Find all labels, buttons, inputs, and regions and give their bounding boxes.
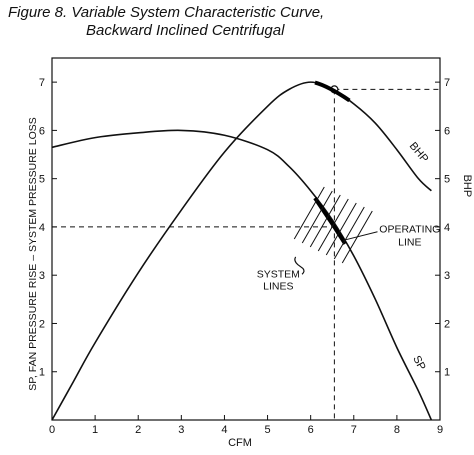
y-right-tick-label: 1 [444, 367, 450, 379]
x-tick-label: 9 [437, 424, 443, 436]
y-left-tick-label: 7 [39, 77, 45, 89]
y-right-tick-label: 3 [444, 270, 450, 282]
system-line [325, 202, 357, 256]
y-right-tick-label: 6 [444, 125, 450, 137]
y-right-tick-label: 5 [444, 174, 450, 186]
operating-line-label-2: LINE [398, 236, 421, 248]
system-line [317, 198, 349, 252]
series-label-bhp: BHP [407, 140, 431, 165]
system-line [333, 206, 365, 260]
y-left-axis-label: SP, FAN PRESSURE RISE – SYSTEM PRESSURE … [27, 117, 39, 390]
y-left-tick-label: 4 [39, 222, 45, 234]
y-left-tick-label: 5 [39, 174, 45, 186]
figure-title-line-1: Figure 8. Variable System Characteristic… [8, 4, 325, 21]
figure-title-line-2: Backward Inclined Centrifugal [86, 22, 285, 39]
x-tick-label: 0 [49, 424, 55, 436]
figure-title: Figure 8. Variable System Characteristic… [8, 4, 324, 40]
y-left-tick-label: 3 [39, 270, 45, 282]
sp-operating-segment [313, 196, 347, 245]
system-lines-label-1: SYSTEM [257, 269, 300, 281]
y-right-tick-label: 7 [444, 77, 450, 89]
y-left-tick-label: 1 [39, 367, 45, 379]
x-tick-label: 2 [135, 424, 141, 436]
bhp-operating-segment [314, 80, 351, 103]
x-tick-label: 5 [264, 424, 270, 436]
x-axis-label: CFM [228, 437, 252, 449]
x-tick-label: 4 [221, 424, 227, 436]
series-line-bhp [51, 81, 432, 421]
x-tick-label: 7 [351, 424, 357, 436]
y-left-tick-label: 6 [39, 125, 45, 137]
x-tick-label: 3 [178, 424, 184, 436]
system-line [293, 186, 325, 240]
plot-frame [51, 57, 441, 421]
series-label-sp: SP [410, 354, 427, 373]
y-right-tick-label: 2 [444, 318, 450, 330]
system-line [301, 190, 333, 244]
y-left-tick-label: 2 [39, 318, 45, 330]
y-right-tick-label: 4 [444, 222, 450, 234]
system-line [309, 194, 341, 248]
x-tick-label: 1 [92, 424, 98, 436]
system-lines-label-2: LINES [263, 281, 293, 293]
operating-line-leader [342, 231, 378, 241]
operating-line-label-1: OPERATING [379, 224, 440, 236]
series-line-sp [51, 129, 433, 421]
x-tick-label: 8 [394, 424, 400, 436]
system-lines-bracket [294, 256, 305, 275]
x-tick-label: 6 [308, 424, 314, 436]
y-right-axis-label: BHP [461, 175, 473, 198]
